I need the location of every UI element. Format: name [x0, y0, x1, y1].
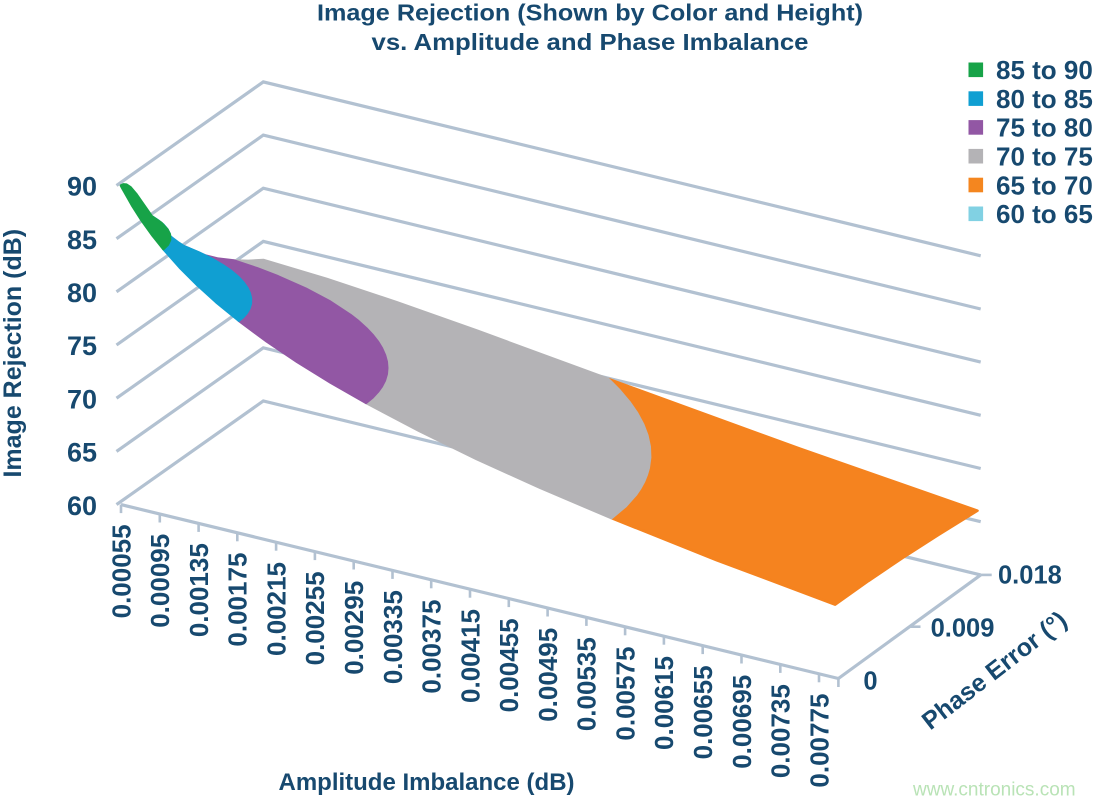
svg-text:0.00295: 0.00295	[339, 581, 369, 675]
svg-text:0.009: 0.009	[931, 615, 995, 643]
svg-text:0.00615: 0.00615	[649, 656, 679, 750]
svg-text:70: 70	[67, 384, 97, 414]
svg-text:75 to 80: 75 to 80	[996, 113, 1093, 143]
svg-text:75: 75	[67, 331, 97, 361]
svg-text:0.00375: 0.00375	[417, 600, 447, 694]
svg-text:65: 65	[67, 438, 97, 468]
svg-text:0.00535: 0.00535	[572, 637, 602, 731]
svg-text:65 to 70: 65 to 70	[996, 170, 1093, 200]
svg-text:vs. Amplitude and Phase Imbala: vs. Amplitude and Phase Imbalance	[372, 29, 809, 55]
svg-text:0.00775: 0.00775	[804, 694, 834, 788]
svg-text:0.00135: 0.00135	[184, 543, 214, 637]
svg-text:70 to 75: 70 to 75	[996, 142, 1093, 172]
svg-text:0.00255: 0.00255	[300, 571, 330, 665]
svg-text:0.00575: 0.00575	[610, 647, 640, 741]
svg-text:85: 85	[67, 225, 97, 255]
svg-text:Amplitude Imbalance (dB): Amplitude Imbalance (dB)	[278, 769, 574, 796]
svg-text:0.00095: 0.00095	[145, 534, 175, 628]
svg-text:0.00455: 0.00455	[494, 618, 524, 712]
svg-text:60 to 65: 60 to 65	[996, 199, 1093, 229]
svg-text:www.cntronics.com: www.cntronics.com	[912, 780, 1076, 801]
svg-text:0.00415: 0.00415	[455, 609, 485, 703]
svg-text:0: 0	[863, 668, 877, 696]
svg-text:0.00215: 0.00215	[261, 562, 291, 656]
svg-text:0.018: 0.018	[998, 562, 1062, 590]
svg-text:85 to 90: 85 to 90	[996, 55, 1093, 85]
svg-text:0.00175: 0.00175	[223, 553, 253, 647]
svg-text:80: 80	[67, 278, 97, 308]
svg-text:80 to 85: 80 to 85	[996, 84, 1093, 114]
svg-text:90: 90	[67, 172, 97, 202]
svg-text:Image Rejection (dB): Image Rejection (dB)	[0, 229, 27, 478]
svg-text:0.00055: 0.00055	[106, 524, 136, 618]
svg-text:Image Rejection (Shown by Colo: Image Rejection (Shown by Color and Heig…	[317, 0, 863, 25]
svg-text:0.00695: 0.00695	[727, 675, 757, 769]
svg-text:0.00495: 0.00495	[533, 628, 563, 722]
svg-text:60: 60	[67, 491, 97, 521]
svg-text:0.00735: 0.00735	[766, 684, 796, 778]
svg-text:0.00655: 0.00655	[688, 665, 718, 759]
svg-text:0.00335: 0.00335	[378, 590, 408, 684]
